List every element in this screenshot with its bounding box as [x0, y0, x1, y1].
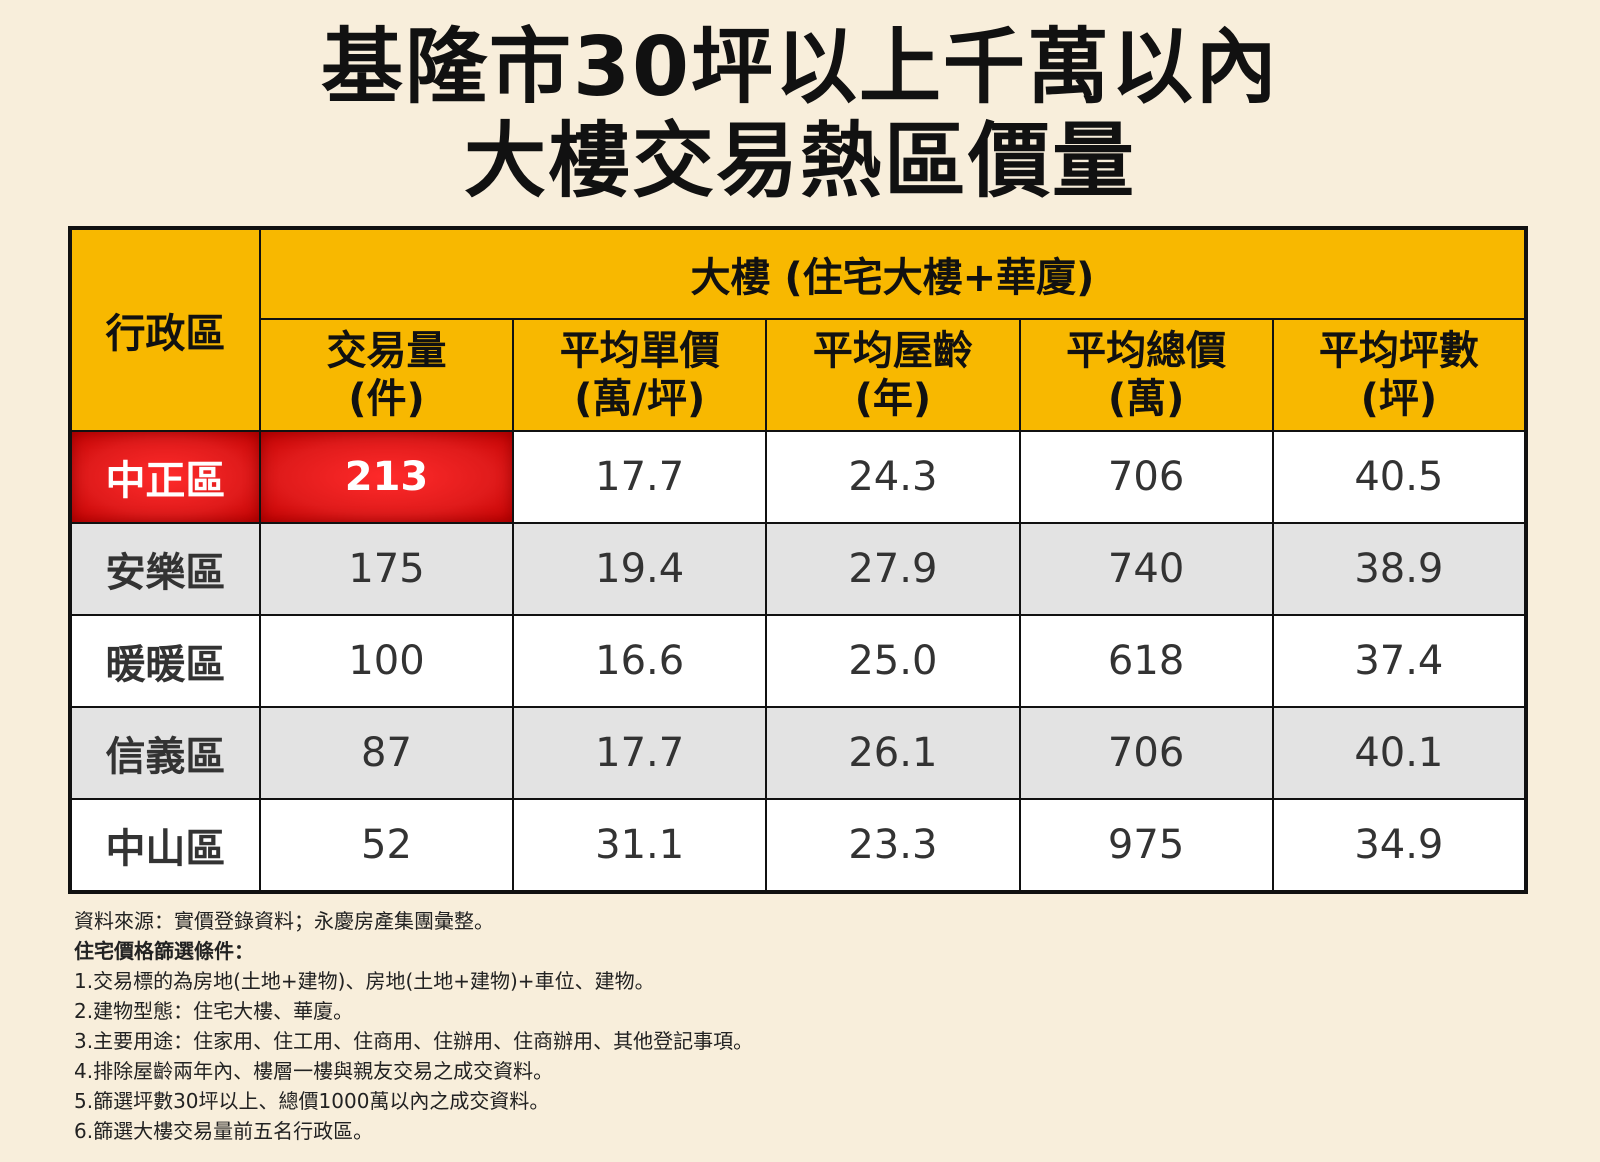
district-cell: 中山區: [69, 798, 261, 893]
criteria-title: 住宅價格篩選條件：: [74, 939, 254, 963]
value-cell: 100: [258, 614, 515, 708]
value-cell: 23.3: [765, 798, 1021, 893]
value-cell: 24.3: [765, 430, 1021, 524]
column-header-unit: (萬): [1107, 376, 1185, 422]
table-row: 信義區 87 17.7 26.1 706 40.1: [69, 706, 1528, 800]
criteria-item: 1.交易標的為房地(土地+建物)、房地(土地+建物)+車位、建物。: [74, 969, 655, 993]
source-note: 資料來源：實價登錄資料；永慶房產集團彙整。: [74, 909, 494, 933]
table-row: 中正區 213 17.7 24.3 706 40.5: [69, 430, 1528, 524]
value-cell: 740: [1018, 522, 1274, 616]
footnotes: 資料來源：實價登錄資料；永慶房產集團彙整。 住宅價格篩選條件： 1.交易標的為房…: [74, 906, 753, 1146]
value-cell: 706: [1018, 706, 1274, 800]
value-cell: 175: [258, 522, 515, 616]
district-cell: 信義區: [69, 706, 261, 800]
column-header-name: 平均單價: [559, 328, 720, 374]
column-header: 平均單價 (萬/坪): [512, 318, 768, 432]
column-header-unit: (坪): [1360, 376, 1438, 422]
value-cell: 37.4: [1271, 614, 1528, 708]
data-table: 行政區 大樓 (住宅大樓+華廈) 交易量 (件) 平均單價 (萬/坪) 平均屋齡…: [68, 226, 1528, 894]
column-header-name: 平均坪數: [1318, 328, 1479, 374]
value-cell: 38.9: [1271, 522, 1528, 616]
criteria-item: 2.建物型態：住宅大樓、華廈。: [74, 999, 354, 1023]
value-cell: 17.7: [512, 430, 768, 524]
column-header: 交易量 (件): [258, 318, 515, 432]
value-cell: 31.1: [512, 798, 768, 893]
criteria-item: 5.篩選坪數30坪以上、總價1000萬以內之成交資料。: [74, 1089, 550, 1113]
value-cell: 213: [258, 430, 515, 524]
table-row: 暖暖區 100 16.6 25.0 618 37.4: [69, 614, 1528, 708]
value-cell: 975: [1018, 798, 1274, 893]
column-header-unit: (件): [348, 376, 425, 422]
district-cell: 中正區: [69, 430, 261, 524]
row-header: 行政區: [69, 227, 261, 432]
criteria-item: 3.主要用途：住家用、住工用、住商用、住辦用、住商辦用、其他登記事項。: [74, 1029, 754, 1053]
value-cell: 706: [1018, 430, 1274, 524]
value-cell: 27.9: [765, 522, 1021, 616]
value-cell: 34.9: [1271, 798, 1528, 893]
criteria-item: 6.篩選大樓交易量前五名行政區。: [74, 1119, 374, 1143]
value-cell: 40.1: [1271, 706, 1528, 800]
column-header-name: 平均屋齡: [812, 328, 973, 374]
value-cell: 25.0: [765, 614, 1021, 708]
value-cell: 40.5: [1271, 430, 1528, 524]
value-cell: 17.7: [512, 706, 768, 800]
column-header-unit: (年): [854, 376, 932, 422]
column-header-name: 平均總價: [1066, 328, 1227, 374]
chart-title-line1: 基隆市30坪以上千萬以內: [320, 20, 1280, 115]
table-row: 中山區 52 31.1 23.3 975 34.9: [69, 798, 1528, 893]
group-header: 大樓 (住宅大樓+華廈): [258, 227, 1528, 320]
column-header: 平均坪數 (坪): [1271, 318, 1528, 432]
value-cell: 16.6: [512, 614, 768, 708]
column-header: 平均屋齡 (年): [765, 318, 1021, 432]
value-cell: 87: [258, 706, 515, 800]
column-header-unit: (萬/坪): [574, 376, 706, 422]
district-cell: 安樂區: [69, 522, 261, 616]
column-header-name: 交易量: [326, 328, 447, 374]
criteria-item: 4.排除屋齡兩年內、樓層一樓與親友交易之成交資料。: [74, 1059, 554, 1083]
value-cell: 52: [258, 798, 515, 893]
value-cell: 26.1: [765, 706, 1021, 800]
district-cell: 暖暖區: [69, 614, 261, 708]
table-row: 安樂區 175 19.4 27.9 740 38.9: [69, 522, 1528, 616]
value-cell: 19.4: [512, 522, 768, 616]
chart-title-line2: 大樓交易熱區價量: [463, 114, 1136, 209]
column-header: 平均總價 (萬): [1018, 318, 1274, 432]
value-cell: 618: [1018, 614, 1274, 708]
